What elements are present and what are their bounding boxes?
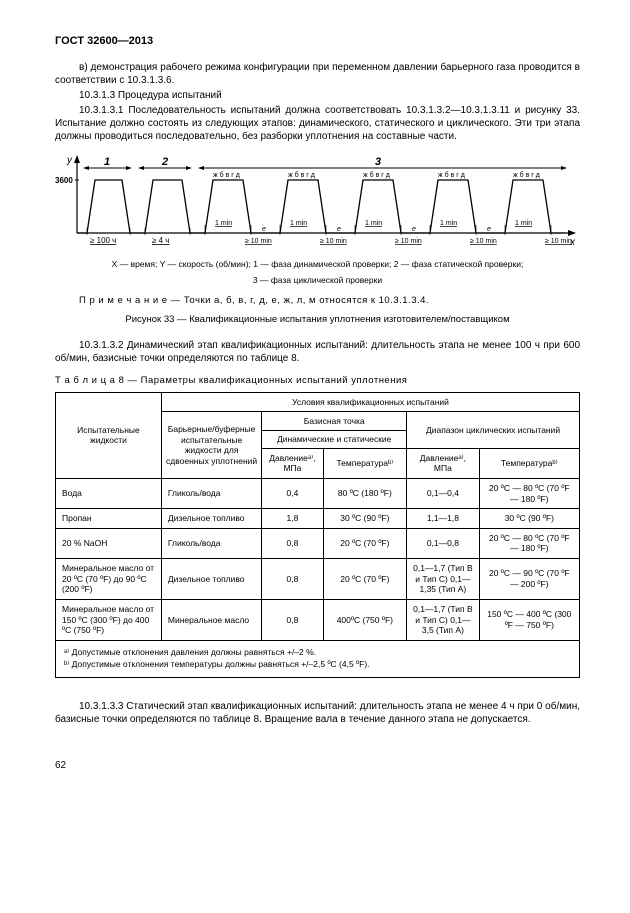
table-8: Испытательные жидкости Условия квалифика… bbox=[55, 392, 580, 641]
table-row: 20 % NaOHГликоль/вода0,820 ºC (70 ºF)0,1… bbox=[56, 528, 580, 558]
th-base: Базисная точка Динамические и статически… bbox=[262, 412, 407, 448]
th-cyc-pressure: Давлениеᵃ⁾, МПа bbox=[407, 448, 479, 478]
table-8-footnotes: ᵃ⁾ Допустимые отклонения давления должны… bbox=[55, 641, 580, 678]
svg-text:≥ 10 min: ≥ 10 min bbox=[470, 238, 497, 245]
th-cyclic: Диапазон циклических испытаний bbox=[407, 412, 580, 448]
svg-text:е: е bbox=[487, 226, 491, 233]
svg-text:1 min: 1 min bbox=[365, 220, 382, 227]
table-row: Минеральное масло от 150 ºC (300 ºF) до … bbox=[56, 599, 580, 640]
table-row: ВодаГликоль/вода0,480 ºC (180 ºF)0,1—0,4… bbox=[56, 478, 580, 508]
y-axis-label: y bbox=[66, 155, 73, 166]
svg-text:ж б в г д: ж б в г д bbox=[513, 171, 540, 179]
th-cyc-temp: Температураᵇ⁾ bbox=[479, 448, 579, 478]
para-10313: 10.3.1.3 Процедура испытаний bbox=[55, 89, 580, 102]
svg-text:≥ 10 min: ≥ 10 min bbox=[320, 238, 347, 245]
dur-10min-1: ≥ 10 min bbox=[245, 238, 272, 245]
dur-100h: ≥ 100 ч bbox=[90, 236, 116, 245]
diagram-top-labels: ж б в г д bbox=[213, 171, 240, 179]
y-tick-3600: 3600 bbox=[55, 176, 73, 185]
para-103133: 10.3.1.3.3 Статический этап квалификацио… bbox=[55, 700, 580, 726]
phase-1-label: 1 bbox=[104, 156, 110, 168]
th-pressure: Давлениеᵃ⁾, МПа bbox=[262, 448, 323, 478]
svg-text:ж б в г д: ж б в г д bbox=[438, 171, 465, 179]
para-103132: 10.3.1.3.2 Динамический этап квалификаци… bbox=[55, 339, 580, 365]
svg-text:1 min: 1 min bbox=[440, 220, 457, 227]
dur-4h: ≥ 4 ч bbox=[152, 236, 169, 245]
phase-2-label: 2 bbox=[161, 156, 168, 168]
th-temp: Температураᵇ⁾ bbox=[323, 448, 407, 478]
table-row: ПропанДизельное топливо1,830 ºC (90 ºF)1… bbox=[56, 509, 580, 529]
para-v: в) демонстрация рабочего режима конфигур… bbox=[55, 61, 580, 87]
diagram-caption-2: 3 — фаза циклической проверки bbox=[55, 275, 580, 287]
figure-33-diagram: y x 3600 1 2 3 ж б в г д ж б в г д ж б в… bbox=[55, 153, 580, 248]
svg-text:ж б в г д: ж б в г д bbox=[288, 171, 315, 179]
figure-33-caption: Рисунок 33 — Квалификационные испытания … bbox=[55, 314, 580, 325]
th-barrier: Барьерные/буферные испытательные жидкост… bbox=[161, 412, 261, 479]
doc-header: ГОСТ 32600—2013 bbox=[55, 35, 580, 47]
th-fluids: Испытательные жидкости bbox=[56, 392, 162, 478]
footnote-a: ᵃ⁾ Допустимые отклонения давления должны… bbox=[64, 647, 571, 659]
footnote-b: ᵇ⁾ Допустимые отклонения температуры дол… bbox=[64, 659, 571, 671]
para-103131: 10.3.1.3.1 Последовательность испытаний … bbox=[55, 104, 580, 143]
phase-3-label: 3 bbox=[375, 156, 381, 168]
svg-text:е: е bbox=[262, 226, 266, 233]
svg-text:1 min: 1 min bbox=[290, 220, 307, 227]
th-conditions: Условия квалификационных испытаний bbox=[161, 392, 579, 412]
table-row: Минеральное масло от 20 ºC (70 ºF) до 90… bbox=[56, 559, 580, 600]
svg-text:≥ 10 min: ≥ 10 min bbox=[395, 238, 422, 245]
svg-text:е: е bbox=[412, 226, 416, 233]
diagram-caption-1: X — время; Y — скорость (об/мин); 1 — фа… bbox=[55, 259, 580, 271]
svg-text:≥ 10 min: ≥ 10 min bbox=[545, 238, 572, 245]
page-number: 62 bbox=[55, 760, 580, 771]
table-8-caption: Т а б л и ц а 8 — Параметры квалификацио… bbox=[55, 375, 580, 386]
svg-text:1 min: 1 min bbox=[515, 220, 532, 227]
dur-1min-1: 1 min bbox=[215, 220, 232, 227]
svg-text:е: е bbox=[337, 226, 341, 233]
note-points: П р и м е ч а н и е — Точки а, б, в, г, … bbox=[79, 295, 580, 306]
svg-text:ж б в г д: ж б в г д bbox=[363, 171, 390, 179]
